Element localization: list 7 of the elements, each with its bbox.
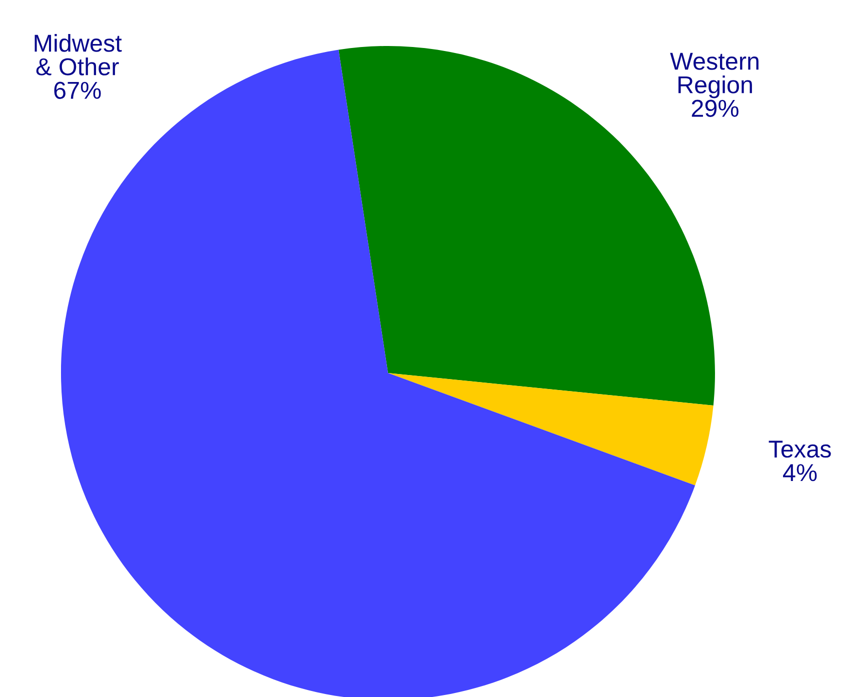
data-label: 4% xyxy=(783,464,817,482)
slice-label: Texas xyxy=(768,440,831,458)
data-label: 29% xyxy=(692,100,738,117)
slice-label: Midwest & Other xyxy=(34,34,122,76)
data-label: 67% xyxy=(54,82,101,99)
pie-slice xyxy=(388,373,714,486)
slice-label: Western Region xyxy=(670,52,758,98)
